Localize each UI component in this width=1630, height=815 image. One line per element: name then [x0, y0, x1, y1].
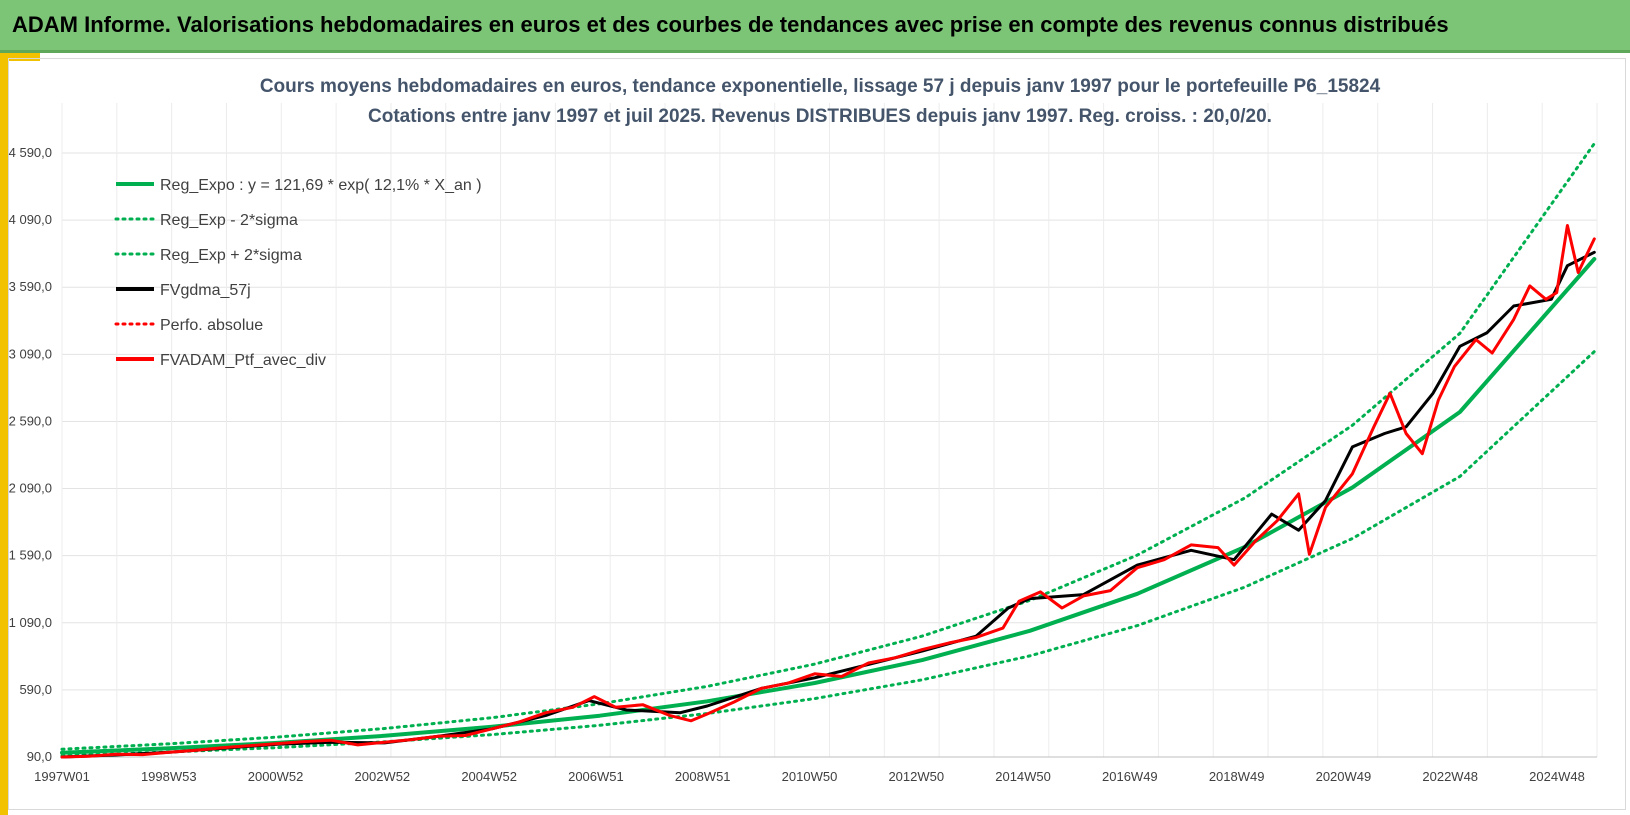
x-tick-label: 2018W49 — [1209, 769, 1265, 784]
y-tick-label: 1 090,0 — [9, 615, 52, 630]
x-tick-label: 2020W49 — [1316, 769, 1372, 784]
legend-label: FVgdma_57j — [160, 282, 251, 299]
y-tick-label: 4 590,0 — [9, 145, 52, 160]
x-tick-label: 2010W50 — [782, 769, 838, 784]
series-line — [60, 224, 1596, 759]
legend-label: Reg_Exp - 2*sigma — [160, 212, 298, 229]
chart-title-line2: Cotations entre janv 1997 et juil 2025. … — [368, 106, 1272, 127]
x-tick-label: 2002W52 — [355, 769, 411, 784]
legend-label: Reg_Expo : y = 121,69 * exp( 12,1% * X_a… — [160, 177, 482, 194]
y-tick-label: 2 590,0 — [9, 413, 52, 428]
y-tick-label: 1 590,0 — [9, 548, 52, 563]
x-tick-label: 2016W49 — [1102, 769, 1158, 784]
x-axis-ticks: 1997W01 1998W53 2000W52 2002W52 2004W52 2006W… — [34, 769, 1585, 784]
x-tick-label: 2000W52 — [248, 769, 304, 784]
chart-title-line1: Cours moyens hebdomadaires en euros, ten… — [260, 76, 1381, 97]
x-tick-label: 2012W50 — [888, 769, 944, 784]
y-tick-label: 90,0 — [27, 749, 52, 764]
page-title: ADAM Informe. Valorisations hebdomadaire… — [12, 12, 1449, 37]
series-line — [60, 142, 1596, 751]
accent-left-border — [0, 53, 8, 815]
series-line — [60, 257, 1597, 755]
y-axis-ticks: 90,0 590,0 1 090,0 1 590,0 2 090,0 2 590,0 3 0… — [9, 145, 52, 764]
legend: Reg_Expo : y = 121,69 * exp( 12,1% * X_a… — [114, 177, 482, 369]
header-bar: ADAM Informe. Valorisations hebdomadaire… — [0, 0, 1630, 53]
x-tick-label: 2006W51 — [568, 769, 624, 784]
legend-label: Reg_Exp + 2*sigma — [160, 247, 302, 264]
grid — [61, 103, 1598, 758]
accent-top-corner — [0, 53, 40, 61]
y-tick-label: 3 590,0 — [9, 279, 52, 294]
y-tick-label: 2 090,0 — [9, 481, 52, 496]
x-tick-label: 2008W51 — [675, 769, 731, 784]
series-line — [60, 350, 1596, 758]
x-tick-label: 2024W48 — [1529, 769, 1585, 784]
x-tick-label: 1997W01 — [34, 769, 90, 784]
x-tick-label: 2014W50 — [995, 769, 1051, 784]
x-tick-label: 2004W52 — [461, 769, 517, 784]
y-tick-label: 3 090,0 — [9, 346, 52, 361]
x-tick-label: 2022W48 — [1422, 769, 1478, 784]
y-tick-label: 590,0 — [19, 682, 52, 697]
x-tick-label: 1998W53 — [141, 769, 197, 784]
y-tick-label: 4 090,0 — [9, 212, 52, 227]
series-lines — [60, 142, 1597, 759]
legend-label: FVADAM_Ptf_avec_div — [160, 352, 326, 369]
legend-label: Perfo. absolue — [160, 317, 263, 334]
chart-frame — [8, 58, 1626, 810]
